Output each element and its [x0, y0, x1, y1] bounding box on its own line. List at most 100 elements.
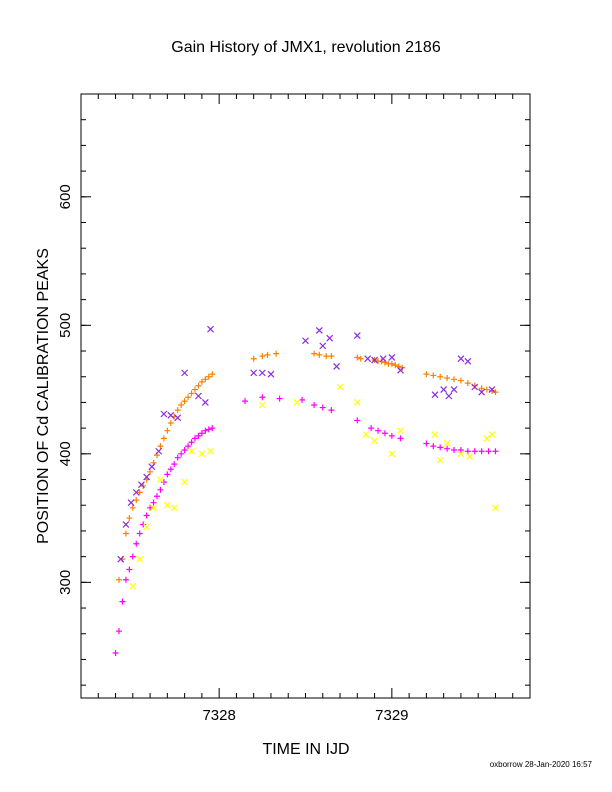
data-point: [326, 334, 334, 342]
data-point: [181, 369, 189, 377]
data-point: [164, 427, 171, 434]
data-point: [397, 366, 404, 374]
data-point: [323, 353, 330, 360]
data-point: [379, 355, 387, 363]
data-point: [157, 476, 164, 483]
data-point: [147, 504, 154, 511]
data-point: [164, 471, 171, 478]
data-point: [362, 431, 370, 438]
x-axis-label: TIME IN IJD: [262, 741, 349, 758]
data-point: [478, 385, 485, 392]
data-point: [181, 446, 188, 453]
data-point: [191, 435, 198, 442]
data-point: [371, 437, 379, 445]
data-point: [444, 375, 451, 382]
data-point: [129, 582, 137, 590]
data-point: [437, 444, 444, 451]
data-point: [195, 382, 202, 389]
data-point: [353, 399, 361, 406]
data-point: [430, 443, 437, 450]
data-point: [188, 390, 195, 397]
data-point: [316, 351, 323, 358]
y-tick-label: 600: [57, 184, 74, 209]
data-point: [157, 443, 164, 450]
data-point: [478, 388, 486, 396]
data-point: [198, 450, 206, 458]
data-point: [397, 427, 404, 435]
data-point: [250, 369, 258, 377]
data-point: [160, 435, 167, 442]
data-point: [122, 530, 129, 537]
data-point: [485, 448, 492, 455]
data-point: [445, 392, 453, 400]
data-point: [293, 399, 301, 406]
y-tick-label: 300: [57, 570, 74, 595]
data-point: [464, 448, 471, 455]
data-point: [466, 452, 473, 460]
data-point: [112, 650, 119, 657]
data-point: [381, 430, 388, 437]
data-point: [207, 447, 214, 455]
data-point: [333, 363, 341, 370]
data-point: [464, 357, 472, 365]
data-point: [178, 401, 185, 408]
data-point: [354, 354, 361, 361]
data-point: [209, 425, 216, 432]
data-point: [258, 369, 266, 377]
data-point: [160, 410, 168, 418]
data-point: [471, 448, 478, 455]
data-point: [273, 350, 280, 357]
data-point: [167, 419, 174, 426]
data-point: [319, 342, 327, 350]
data-point: [450, 386, 458, 393]
data-point: [201, 399, 209, 406]
data-point: [423, 440, 430, 447]
series-orange: [115, 350, 499, 583]
data-point: [388, 360, 395, 367]
data-point: [250, 355, 257, 362]
data-point: [143, 473, 151, 481]
data-point: [336, 383, 344, 391]
y-axis-label: POSITION OF Cd CALIBRATION PEAKS: [35, 248, 52, 544]
data-point: [188, 447, 195, 455]
series-purple: [117, 325, 496, 563]
data-point: [198, 378, 205, 385]
data-point: [492, 389, 499, 396]
data-point: [457, 377, 464, 384]
data-point: [483, 434, 491, 442]
data-point: [129, 553, 136, 560]
plot-frame: [80, 93, 531, 699]
data-point: [319, 404, 326, 411]
data-point: [170, 504, 178, 512]
data-point: [353, 332, 361, 340]
y-axis-ticks: 300 400 500 600: [57, 184, 530, 595]
data-point: [457, 450, 465, 458]
data-point: [488, 386, 496, 393]
data-point: [431, 431, 439, 438]
y-tick-label: 400: [57, 441, 74, 466]
data-point: [388, 432, 395, 439]
data-point: [127, 499, 135, 507]
data-point: [171, 461, 178, 468]
data-point: [129, 504, 136, 511]
data-point: [423, 371, 430, 378]
data-point: [478, 448, 485, 455]
data-point: [185, 394, 192, 401]
data-point: [388, 450, 396, 458]
data-point: [115, 628, 122, 635]
data-point: [202, 427, 209, 434]
data-point: [259, 353, 266, 360]
data-point: [354, 417, 361, 424]
data-point: [185, 443, 192, 450]
data-point: [431, 391, 439, 399]
data-point: [451, 446, 458, 453]
data-point: [258, 401, 266, 409]
data-point: [443, 440, 451, 447]
data-point: [188, 439, 195, 446]
data-point: [136, 489, 143, 496]
data-point: [492, 504, 499, 512]
data-point: [259, 394, 266, 401]
data-point: [147, 468, 154, 475]
data-point: [311, 350, 318, 357]
